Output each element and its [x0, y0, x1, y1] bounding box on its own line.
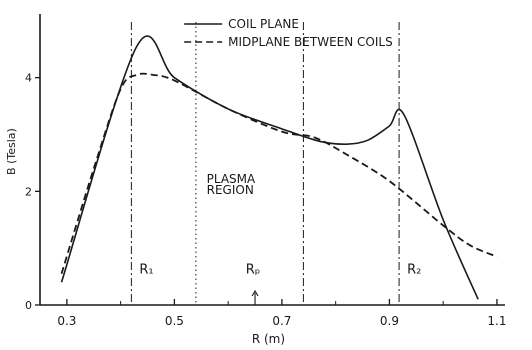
- x-tick-label: 0.7: [272, 314, 291, 328]
- marker-label: R₁: [139, 263, 153, 278]
- annotation: PLASMA: [207, 172, 256, 186]
- y-tick-label: 0: [25, 299, 32, 312]
- y-axis-label: B (Tesla): [5, 128, 18, 175]
- series-line-midplane: [60, 72, 498, 275]
- series-line-coil-plane: [60, 35, 479, 300]
- annotation: REGION: [207, 183, 254, 197]
- rp-arrow: [251, 289, 259, 297]
- rp-label: Rₚ: [246, 263, 261, 278]
- x-tick-label: 0.3: [57, 314, 76, 328]
- x-tick-label: 0.5: [165, 314, 184, 328]
- y-tick-label: 4: [25, 72, 32, 85]
- marker-label: R₂: [407, 263, 421, 278]
- legend-label: COIL PLANE: [228, 17, 299, 31]
- y-tick-label: 2: [25, 185, 32, 198]
- x-tick-label: 0.9: [380, 314, 399, 328]
- x-axis-label: R (m): [252, 332, 285, 346]
- legend-label: MIDPLANE BETWEEN COILS: [228, 35, 393, 49]
- x-tick-label: 1.1: [487, 314, 506, 328]
